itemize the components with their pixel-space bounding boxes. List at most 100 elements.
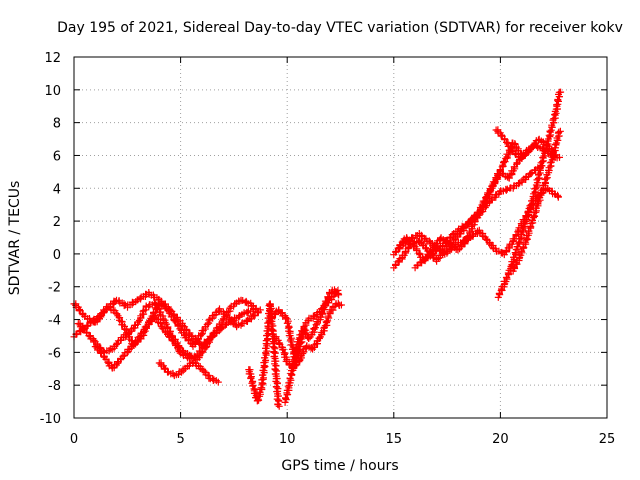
data-track [411,162,545,272]
data-point-marker [175,348,183,355]
y-tick-label: 0 [53,248,61,263]
x-tick-labels: 0 5 10 15 20 25 [70,432,615,447]
data-track [245,300,283,410]
data-point-marker [275,402,283,410]
data-point-marker [98,310,106,318]
data-point-marker [520,152,528,160]
data-points [70,88,565,410]
y-tick-label: -4 [48,314,61,329]
data-point-marker [334,286,342,294]
data-point-marker [252,304,260,312]
data-point-marker [535,174,543,182]
data-point-marker [134,318,142,326]
data-point-marker [223,309,231,316]
data-point-marker [171,317,179,325]
data-point-marker [532,184,540,192]
y-tick-label: -6 [48,346,61,361]
data-point-marker [530,140,538,148]
y-axis-label: SDTVAR / TECUs [7,181,23,296]
data-point-marker [535,198,543,206]
y-tick-label: -10 [40,412,61,427]
data-point-marker [193,336,201,344]
data-point-marker [551,151,559,159]
chart-title: Day 195 of 2021, Sidereal Day-to-day VTE… [57,20,623,36]
data-point-marker [515,180,523,188]
data-point-marker [527,201,535,209]
data-point-marker [482,235,490,243]
data-point-marker [270,353,278,361]
data-point-marker [178,368,185,376]
data-point-marker [158,324,166,332]
data-point-marker [151,314,159,322]
data-point-marker [226,316,234,324]
data-point-marker [554,193,562,201]
data-point-marker [244,316,251,324]
y-tick-label: 12 [44,51,61,66]
y-tick-label: -2 [48,281,61,296]
data-point-marker [295,335,303,343]
x-axis-label: GPS time / hours [281,458,398,474]
data-point-marker [415,249,423,257]
data-point-marker [119,352,127,360]
data-point-marker [203,321,211,328]
data-point-marker [200,367,208,375]
data-point-marker [500,159,507,167]
data-point-marker [475,228,483,236]
y-tick-label: 10 [44,84,61,99]
y-tick-label: 2 [53,215,61,230]
data-point-marker [527,169,535,177]
data-point-marker [214,378,222,386]
data-point-marker [539,154,547,161]
data-point-marker [322,318,330,326]
plot-frame [73,56,608,419]
x-tick-label: 25 [599,432,616,447]
data-point-marker [535,170,543,178]
y-tick-label: 4 [53,182,61,197]
y-tick-label: 6 [53,149,61,164]
data-point-marker [286,374,294,382]
data-point-marker [513,143,521,151]
data-track [270,299,345,372]
data-point-marker [508,146,516,154]
data-track [509,127,564,275]
data-point-marker [130,341,137,348]
data-point-marker [285,323,293,331]
data-point-marker [274,401,282,409]
data-point-marker [209,329,217,337]
y-tick-label: 8 [53,117,61,132]
data-track [390,184,562,259]
data-track [91,312,218,372]
data-point-marker [256,306,264,314]
data-point-marker [502,186,510,194]
data-track [494,88,565,301]
data-point-marker [92,316,100,324]
data-point-marker [337,301,345,309]
data-track [155,359,222,386]
data-point-marker [557,88,565,96]
data-point-marker [446,234,454,242]
data-point-marker [324,296,332,304]
x-tick-label: 20 [492,432,509,447]
data-point-marker [556,153,563,161]
data-point-marker [243,299,251,307]
axis-ticks [73,56,608,419]
y-tick-label: -8 [48,379,61,394]
x-tick-label: 15 [386,432,403,447]
x-tick-label: 5 [176,432,184,447]
data-point-marker [310,325,318,332]
data-point-marker [312,321,320,329]
data-track [492,126,559,162]
data-point-marker [555,128,563,136]
data-point-marker [556,127,564,135]
data-track [281,286,342,406]
data-point-marker [551,111,559,118]
data-point-marker [542,175,550,183]
data-point-marker [546,127,554,135]
data-point-marker [226,304,234,312]
data-point-marker [305,334,313,342]
x-tick-label: 10 [279,432,296,447]
data-point-marker [520,224,528,232]
data-point-marker [551,140,559,148]
x-tick-label: 0 [70,432,78,447]
